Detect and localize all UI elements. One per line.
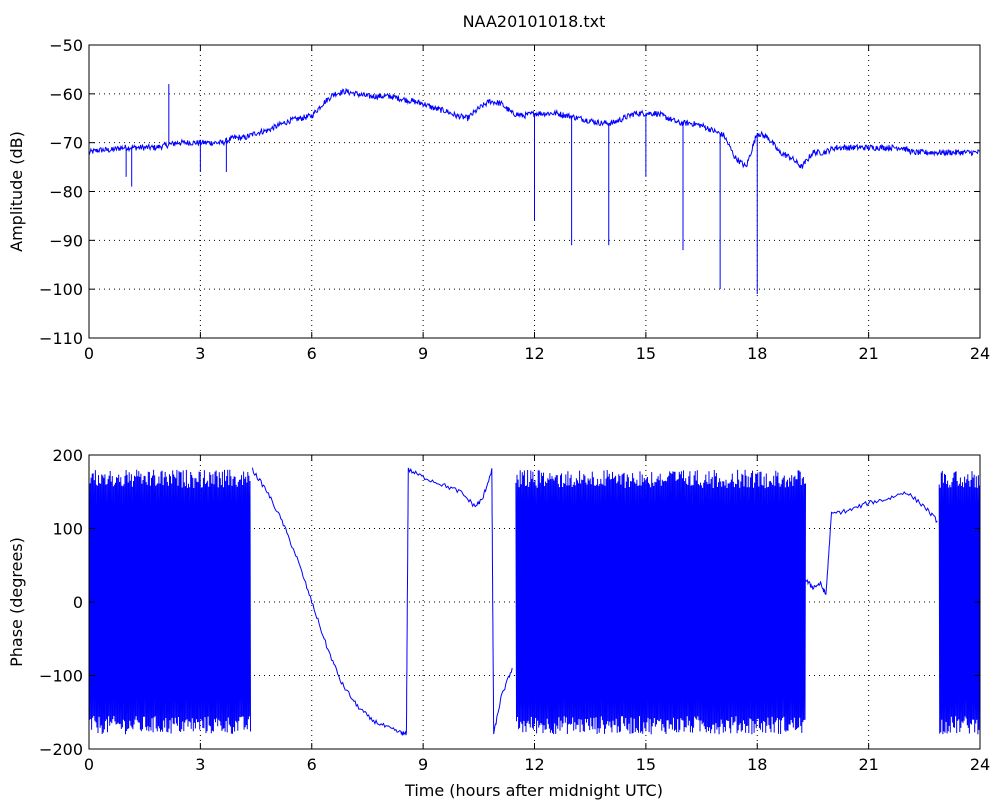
- phase-xlabel: Time (hours after midnight UTC): [404, 781, 663, 800]
- amplitude-series: [88, 84, 981, 295]
- amplitude-ytick-label: −80: [49, 183, 83, 202]
- amplitude-ytick-label: −90: [49, 231, 83, 250]
- phase-wrapped-segment: [88, 469, 251, 735]
- amplitude-xtick-label: 6: [307, 344, 317, 363]
- amplitude-xtick-label: 0: [84, 344, 94, 363]
- phase-wrapped-segment: [515, 469, 806, 735]
- amplitude-panel: NAA20101018.txt 0 3 6 9 12 15 18 21 24 −110 −100 −9…: [7, 12, 990, 363]
- phase-ytick-label: −100: [39, 667, 83, 686]
- amplitude-xtick-label: 3: [195, 344, 205, 363]
- phase-ytick-label: 100: [52, 520, 83, 539]
- amplitude-ticks: 0 3 6 9 12 15 18 21 24 −110 −100 −90 −80 −70 −60 −50: [39, 36, 990, 363]
- amplitude-xtick-label: 9: [418, 344, 428, 363]
- phase-ytick-label: −200: [39, 740, 83, 759]
- phase-xtick-label: 0: [84, 755, 94, 774]
- phase-xtick-label: 21: [858, 755, 878, 774]
- phase-series: [88, 467, 981, 736]
- phase-ytick-label: 0: [73, 593, 83, 612]
- amplitude-ytick-label: −50: [49, 36, 83, 55]
- phase-xtick-label: 15: [636, 755, 656, 774]
- phase-line: [805, 491, 938, 595]
- phase-xtick-label: 24: [970, 755, 990, 774]
- amplitude-ytick-label: −70: [49, 134, 83, 153]
- phase-ylabel: Phase (degrees): [7, 537, 26, 667]
- phase-xtick-label: 3: [195, 755, 205, 774]
- amplitude-ytick-label: −110: [39, 329, 83, 348]
- phase-ticks: 0 3 6 9 12 15 18 21 24 −200 −100 0 100 200: [39, 446, 990, 774]
- phase-wrapped-segment: [938, 470, 981, 735]
- phase-xtick-label: 12: [524, 755, 544, 774]
- amplitude-xtick-label: 24: [970, 344, 990, 363]
- phase-panel: 0 3 6 9 12 15 18 21 24 −200 −100 0 100 200 Phase (deg…: [7, 446, 990, 800]
- amplitude-ylabel: Amplitude (dB): [7, 131, 26, 252]
- phase-xtick-label: 9: [418, 755, 428, 774]
- phase-ytick-label: 200: [52, 446, 83, 465]
- amplitude-ytick-label: −100: [39, 280, 83, 299]
- amplitude-ytick-label: −60: [49, 85, 83, 104]
- amplitude-xtick-label: 12: [524, 344, 544, 363]
- phase-line: [251, 467, 513, 736]
- amplitude-xtick-label: 21: [858, 344, 878, 363]
- plot-title: NAA20101018.txt: [463, 12, 606, 31]
- amplitude-xtick-label: 15: [636, 344, 656, 363]
- phase-xtick-label: 6: [307, 755, 317, 774]
- phase-xtick-label: 18: [747, 755, 767, 774]
- amplitude-xtick-label: 18: [747, 344, 767, 363]
